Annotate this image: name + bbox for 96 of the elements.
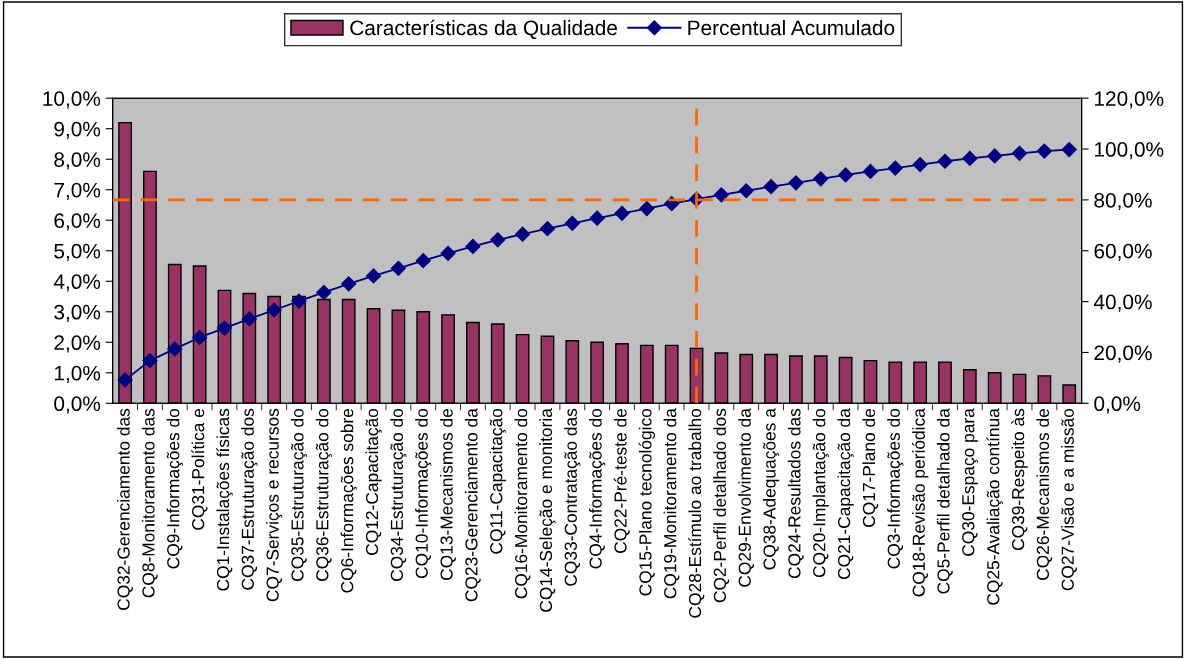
point xyxy=(390,260,406,276)
y-tick-label: 2,0% xyxy=(54,335,101,353)
x-tick-label: CQ23-Gerenciamento da xyxy=(464,408,481,602)
y2-tick-label: 80,0% xyxy=(1094,192,1152,211)
x-tick-label: CQ34-Estruturação do xyxy=(390,408,407,581)
y-tick-label: 8,0% xyxy=(54,152,101,170)
point xyxy=(241,311,257,327)
point xyxy=(887,160,903,176)
y2-tick-label: 100,0% xyxy=(1095,142,1164,160)
y-tick-label: 7,0% xyxy=(54,182,101,200)
x-tick-label: CQ15-Plano tecnológico xyxy=(638,408,656,596)
x-tick-label: CQ20-Implantação do xyxy=(812,408,829,578)
x-tick-label: CQ37-Estruturação dos xyxy=(241,408,258,590)
point xyxy=(1061,141,1077,158)
point xyxy=(316,284,332,301)
x-tick-label: CQ39-Respeito às xyxy=(1011,408,1028,551)
x-tick-label: CQ9-Informações do xyxy=(166,408,183,569)
x-tick-label: CQ29-Envolvimento da xyxy=(738,408,754,587)
legend-label: Características da Qualidade xyxy=(350,19,617,39)
point xyxy=(937,153,953,169)
point xyxy=(763,179,779,195)
x-tick-label: CQ7-Serviços e recursos xyxy=(266,408,283,602)
point xyxy=(738,183,754,199)
point xyxy=(415,253,431,269)
point xyxy=(614,205,630,221)
x-tick-label: CQ4-Informações do xyxy=(589,408,606,569)
y-tick-label: 10,0% xyxy=(43,91,101,109)
x-tick-label: CQ25-Avaliação contínua xyxy=(986,408,1003,605)
x-tick-label: CQ11-Capacitação xyxy=(489,408,506,554)
y-tick-label: 4,0% xyxy=(53,274,101,292)
y2-tick-label: 20,0% xyxy=(1094,345,1152,363)
x-tick-label: CQ5-Perfil detalhado da xyxy=(936,408,953,594)
point xyxy=(365,268,382,284)
x-tick-label: CQ14-Seleção e monitoria xyxy=(539,408,556,612)
x-tick-label: CQ21-Capacitação da xyxy=(837,408,854,580)
x-tick-label: CQ28-Estímulo ao trabalho xyxy=(688,408,705,618)
point xyxy=(440,245,456,261)
point xyxy=(341,276,357,292)
point xyxy=(291,293,307,309)
point xyxy=(1036,143,1052,159)
y-tick-label: 5,0% xyxy=(54,243,101,261)
y-tick-label: 9,0% xyxy=(54,121,101,139)
x-tick-label: CQ17-Plano de xyxy=(862,408,879,527)
x-tick-label: CQ24-Resultados das xyxy=(787,408,804,579)
point xyxy=(216,320,233,336)
y-tick-label: 1,0% xyxy=(54,365,101,384)
y2-tick-label: 60,0% xyxy=(1094,243,1152,261)
x-tick-label: CQ1-Instalações físicas xyxy=(216,408,233,591)
point xyxy=(490,232,506,248)
x-tick-label: CQ2-Perfil detalhado dos xyxy=(713,408,730,603)
x-tick-label: CQ27-Visão e a missão xyxy=(1061,408,1077,591)
x-tick-label: CQ36-Estruturação do xyxy=(315,408,332,581)
point xyxy=(838,167,854,183)
x-tick-label: CQ31-Política e xyxy=(191,408,208,530)
point xyxy=(862,163,879,179)
y-tick-label: 3,0% xyxy=(54,304,101,322)
point xyxy=(564,215,580,231)
point xyxy=(539,221,556,237)
x-tick-label: CQ30-Espaço para xyxy=(962,408,978,556)
x-tick-label: CQ16-Monitoramento do xyxy=(514,408,531,599)
point xyxy=(266,302,282,318)
point xyxy=(167,341,183,357)
x-tick-label: CQ35-Estruturação do xyxy=(290,408,308,581)
x-tick-label: CQ6-Informações sobre xyxy=(340,408,357,593)
point xyxy=(117,372,133,388)
x-tick-label: CQ19-Monitoramento da xyxy=(663,408,680,599)
point xyxy=(813,171,829,187)
point xyxy=(713,187,729,203)
x-tick-label: CQ18-Revisão periódica xyxy=(911,408,929,597)
x-tick-label: CQ8-Monitoramento das xyxy=(141,408,158,598)
x-tick-label: CQ10-Informações do xyxy=(415,408,432,579)
y2-tick-label: 0,0% xyxy=(1094,396,1141,414)
point xyxy=(1011,145,1028,161)
x-tick-label: CQ13-Mecanismos de xyxy=(439,408,456,580)
point xyxy=(192,329,208,346)
point xyxy=(987,148,1003,164)
y-tick-label: 0,0% xyxy=(54,396,101,414)
point xyxy=(962,150,978,167)
point xyxy=(515,226,531,242)
legend-label: Percentual Acumulado xyxy=(688,19,895,36)
point xyxy=(639,200,655,217)
x-tick-label: CQ26-Mecanismos de xyxy=(1036,408,1053,580)
point xyxy=(142,353,158,369)
y2-tick-label: 40,0% xyxy=(1093,294,1152,312)
point xyxy=(465,238,481,254)
point xyxy=(912,156,928,173)
point xyxy=(589,210,605,226)
y-tick-label: 6,0% xyxy=(54,213,101,231)
x-tick-label: CQ32-Gerenciamento das xyxy=(117,408,133,610)
x-tick-label: CQ38-Adequações a xyxy=(762,408,780,570)
point xyxy=(788,175,804,191)
y2-tick-label: 120,0% xyxy=(1095,91,1164,109)
x-tick-label: CQ33-Contratação das xyxy=(564,408,581,586)
x-tick-label: CQ12-Capacitação xyxy=(365,408,382,555)
x-tick-label: CQ22-Pré-teste de xyxy=(613,408,630,553)
x-tick-label: CQ3-Informações do xyxy=(887,408,904,569)
